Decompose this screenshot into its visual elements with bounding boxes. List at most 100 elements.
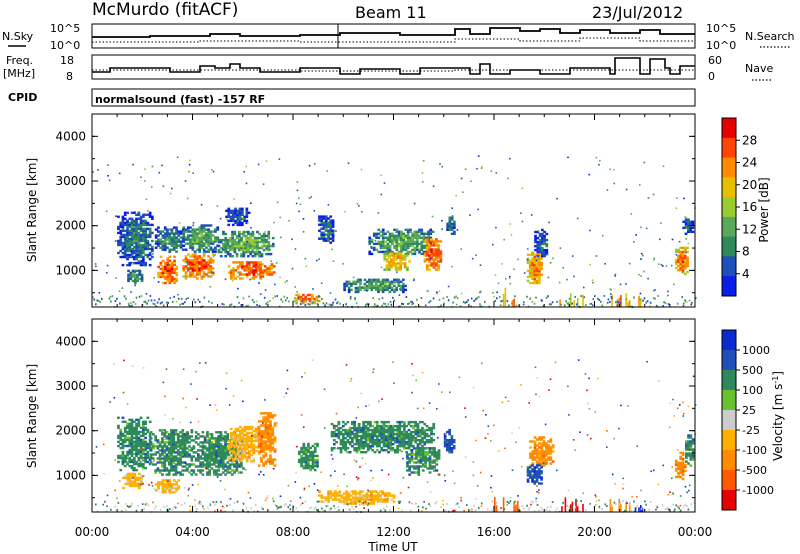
power-cell [240,248,243,252]
power-cell [187,263,190,266]
velocity-cell [344,441,347,444]
velocity-cell [375,426,379,430]
power-cell [143,180,146,182]
power-cell [500,300,503,303]
power-cell [234,215,237,218]
power-cell [322,235,326,238]
power-cell [687,220,690,223]
power-cell [163,242,167,245]
velocity-cell [183,435,187,438]
velocity-cell [373,443,377,446]
power-cell [349,296,352,298]
power-cell [429,232,433,235]
power-cell [108,297,111,300]
power-cell [315,295,319,299]
power-cell [615,301,617,304]
velocity-cell [176,433,180,436]
power-cell [260,255,264,258]
power-cell [535,257,539,260]
velocity-cell [369,441,372,444]
power-cell [235,246,239,250]
velocity-cell [243,455,247,459]
velocity-cell [163,479,167,482]
velocity-cell [174,457,178,460]
power-cell [139,237,143,241]
velocity-cell [158,441,162,444]
power-cell [119,231,123,235]
power-cell [242,234,246,238]
velocity-cell [540,482,543,485]
velocity-cell [135,438,138,442]
power-cell [430,258,434,261]
velocity-cell [375,441,379,444]
power-cell [324,233,328,236]
power-cell [242,255,246,258]
power-cell [327,204,330,206]
power-cell [423,240,427,243]
velocity-cell [181,437,185,440]
power-cell [164,267,167,271]
velocity-cell [357,428,361,432]
power-cell [676,197,678,199]
velocity-cell [208,461,211,464]
velocity-cell [197,459,200,462]
power-cell [155,305,157,308]
velocity-cell [172,429,176,432]
velocity-cell [339,443,343,446]
power-cell [231,232,234,236]
power-cell [387,303,390,306]
velocity-cell [432,439,436,442]
power-cell [129,305,132,308]
power-cell [132,301,135,304]
velocity-cell [302,448,306,452]
power-cell [258,250,261,254]
power-cell [681,258,685,262]
power-cell [245,273,249,276]
power-cell [129,277,133,281]
power-cell [401,258,405,261]
power-cell [260,246,264,250]
power-cell [595,156,598,159]
velocity-cell [549,458,553,461]
power-cell [207,269,210,272]
power-cell [148,231,152,235]
velocity-cell [186,433,189,436]
power-cell [531,253,534,256]
power-cell [386,248,390,252]
power-cell [238,248,241,252]
power-cell [513,268,515,270]
velocity-cell [163,449,167,452]
velocity-cell [351,422,354,426]
velocity-cell [394,428,397,432]
power-cell [242,243,244,245]
velocity-cell [419,455,423,458]
power-cell [202,248,206,251]
velocity-cell [264,412,268,415]
power-cell [411,248,414,252]
velocity-cell [387,445,390,448]
velocity-cell [221,463,225,466]
power-cell [253,255,257,258]
power-cell [184,255,188,258]
power-cell [168,269,172,273]
power-echo-region [127,269,144,285]
velocity-cell [542,452,546,455]
velocity-cell [364,445,368,448]
velocity-cell [679,469,683,473]
velocity-cell [140,476,143,480]
velocity-cell [371,445,375,448]
nsky-tick-bottom: 10^0 [50,39,80,52]
velocity-cell [360,428,363,432]
velocity-cell [417,471,421,474]
power-cell [247,248,250,252]
velocity-cell [531,464,534,467]
power-cell [153,277,155,279]
velocity-cell [243,447,247,451]
velocity-cell [183,469,187,472]
power-cell [375,242,378,246]
velocity-cell [369,436,372,440]
power-cell [662,305,664,307]
velocity-cell [412,434,415,438]
velocity-cell [674,459,678,463]
power-cell [166,246,169,249]
